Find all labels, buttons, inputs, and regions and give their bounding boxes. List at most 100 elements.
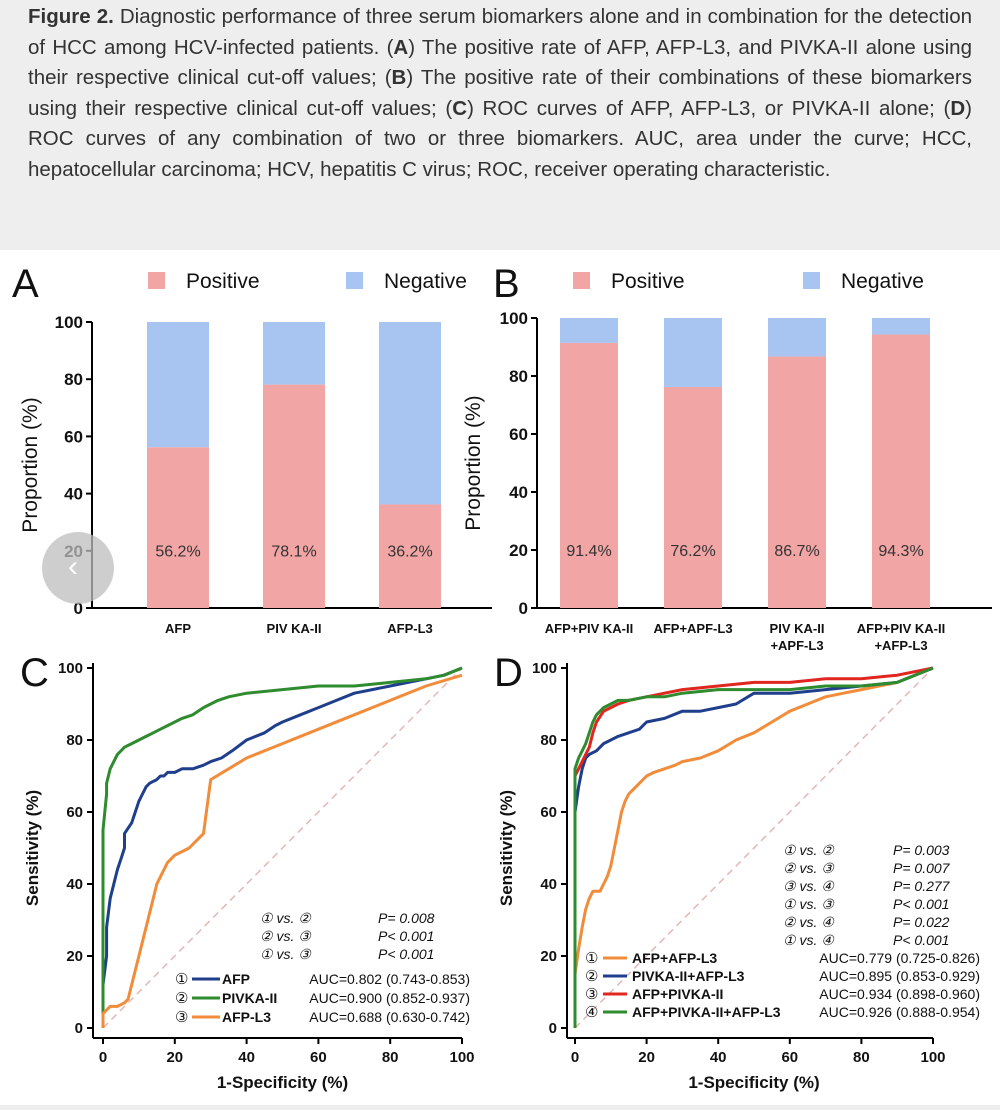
legend-series-name: AFP [222, 971, 250, 987]
x-tick-label: AFP [165, 621, 191, 636]
comparison-p-value: P< 0.001 [893, 896, 949, 912]
bar-positive [263, 384, 325, 608]
legend-swatch-positive [148, 272, 165, 289]
x-tick-label: 20 [638, 1049, 655, 1066]
comparison-p-value: P< 0.001 [893, 932, 949, 948]
x-tick-label: 60 [310, 1049, 327, 1066]
y-axis-label: Proportion (%) [19, 397, 42, 532]
legend-auc: AUC=0.934 (0.898-0.960) [819, 986, 980, 1002]
comparison-p-value: P< 0.001 [378, 928, 434, 944]
y-tick-label: 20 [540, 948, 557, 965]
comparison-pair: ③ vs. ④ [783, 878, 835, 894]
x-tick-label: 100 [449, 1049, 474, 1066]
y-tick-label: 20 [509, 541, 528, 560]
caption-ref-c: C [452, 96, 468, 120]
legend-series-name: PIVKA-II [222, 990, 277, 1006]
y-tick-label: 0 [519, 599, 528, 618]
comparison-pair: ① vs. ③ [783, 896, 835, 912]
x-tick-label: 80 [382, 1049, 399, 1066]
caption-text: Diagnostic performance of three serum bi… [28, 5, 972, 59]
bar-negative [379, 322, 441, 505]
x-tick-label: +AFP-L3 [874, 638, 927, 653]
y-tick-label: 80 [540, 732, 557, 749]
x-tick-label: 40 [238, 1049, 255, 1066]
bar-value-label: 91.4% [566, 543, 611, 560]
caption-ref-d: D [950, 96, 966, 120]
legend-number: ① [585, 950, 598, 967]
bar-value-label: 76.2% [670, 543, 715, 560]
bar-negative [263, 322, 325, 385]
x-tick-label: PIV KA-II [770, 621, 825, 636]
x-tick-label: 20 [166, 1049, 183, 1066]
comparison-p-value: P= 0.007 [893, 860, 951, 876]
bar-value-label: 56.2% [155, 544, 200, 561]
bar-negative [147, 322, 209, 448]
roc-curve-afp [101, 666, 463, 1028]
x-tick-label: AFP+APF-L3 [653, 621, 732, 636]
bar-value-label: 36.2% [387, 544, 432, 561]
x-tick-label: 100 [920, 1049, 945, 1066]
comparison-pair: ② vs. ③ [260, 928, 312, 944]
y-tick-label: 20 [66, 948, 83, 965]
y-tick-label: 60 [509, 425, 528, 444]
x-tick-label: 0 [99, 1049, 107, 1066]
caption-text: ) The positive rate of their combination… [28, 66, 972, 120]
legend-series-name: AFP-L3 [222, 1009, 271, 1025]
legend-auc: AUC=0.895 (0.853-0.929) [819, 968, 980, 984]
bar-negative [768, 318, 826, 357]
reference-diagonal [102, 667, 463, 1029]
x-tick-label: 0 [571, 1049, 579, 1066]
legend-auc: AUC=0.688 (0.630-0.742) [309, 1009, 470, 1025]
comparison-p-value: P= 0.008 [378, 910, 435, 926]
caption-text: ) ROC curves of any combination of two o… [28, 96, 972, 181]
y-tick-label: 60 [540, 804, 557, 821]
caption-text: ) ROC curves of AFP, AFP-L3, or PIVKA-II… [467, 96, 951, 120]
reference-diagonal [574, 667, 934, 1029]
x-tick-label: 80 [853, 1049, 870, 1066]
y-tick-label: 60 [66, 804, 83, 821]
y-tick-label: 100 [500, 309, 528, 328]
legend-label-positive: Positive [186, 270, 260, 293]
figure-svg: 0 20 40 60 80 100 Proportion (%) A Positive Negat… [12, 262, 992, 1092]
panel-letter: A [12, 262, 39, 306]
y-axis-label: Proportion (%) [462, 395, 485, 530]
roc-curve-afp-pivka-ii [573, 666, 934, 1028]
y-tick-label: 60 [64, 427, 83, 446]
figure-label: Figure 2. [28, 5, 114, 28]
x-tick-label: +APF-L3 [770, 638, 823, 653]
panel-letter: B [493, 262, 520, 306]
y-tick-label: 40 [64, 485, 83, 504]
roc-curve-pivka-ii [101, 666, 463, 1028]
legend-number: ④ [585, 1004, 598, 1021]
bar-positive [560, 342, 618, 608]
legend-label-negative: Negative [384, 270, 467, 293]
legend-number: ① [175, 971, 188, 988]
roc-curve-pivka-ii-afp-l3 [573, 666, 934, 1028]
legend-number: ③ [585, 986, 598, 1003]
y-axis-label: Sensitivity (%) [23, 790, 42, 906]
bar-value-label: 94.3% [878, 543, 923, 560]
y-tick-label: 100 [58, 660, 83, 677]
comparison-pair: ① vs. ③ [260, 946, 312, 962]
x-tick-label: 60 [781, 1049, 798, 1066]
y-tick-label: 100 [532, 660, 557, 677]
comparison-pair: ② vs. ③ [783, 860, 835, 876]
bar-positive [664, 387, 722, 608]
comparison-pair: ① vs. ② [260, 910, 312, 926]
prev-slide-button[interactable]: ‹ [42, 532, 114, 604]
x-tick-label: AFP+PIV KA-II [545, 621, 634, 636]
comparison-pair: ① vs. ② [783, 842, 835, 858]
bar-value-label: 78.1% [271, 544, 316, 561]
y-tick-label: 40 [66, 876, 83, 893]
bar-positive [147, 447, 209, 608]
figure-caption: Figure 2. Diagnostic performance of thre… [28, 2, 972, 185]
chevron-left-icon: ‹ [68, 550, 78, 583]
legend-series-name: AFP+PIVKA-II [632, 986, 723, 1002]
bar-negative [872, 318, 930, 335]
bar-value-label: 86.7% [774, 543, 819, 560]
bar-negative [664, 318, 722, 388]
x-tick-label: AFP+PIV KA-II [857, 621, 946, 636]
legend-series-name: AFP+AFP-L3 [632, 950, 717, 966]
legend-number: ② [585, 968, 598, 985]
caption-ref-a: A [393, 35, 409, 59]
